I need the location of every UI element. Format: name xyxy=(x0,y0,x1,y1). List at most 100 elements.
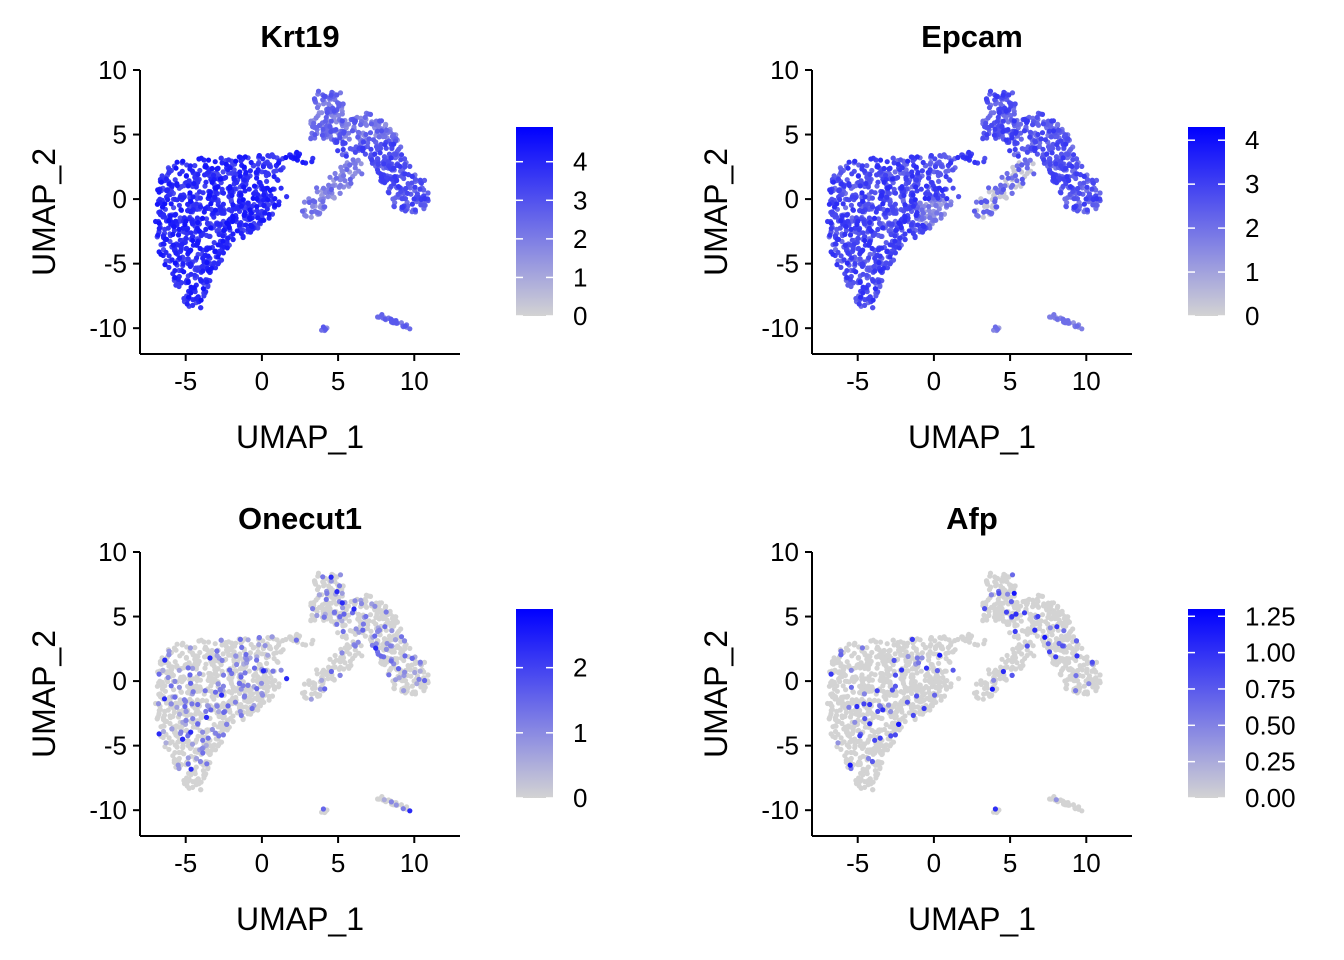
y-tick-label: -10 xyxy=(89,313,127,343)
cell-point xyxy=(1018,136,1024,142)
cell-point xyxy=(986,185,992,191)
cell-point xyxy=(199,746,205,752)
cell-point xyxy=(283,154,289,161)
cell-point xyxy=(355,134,361,140)
cell-point xyxy=(883,214,889,220)
cell-point xyxy=(358,601,365,607)
cell-point xyxy=(204,761,210,767)
y-tick-label: 5 xyxy=(113,120,127,150)
cell-point xyxy=(860,271,866,277)
cell-point xyxy=(881,165,887,172)
cell-point xyxy=(845,165,851,171)
y-tick-label: 0 xyxy=(113,184,127,214)
cell-point xyxy=(861,219,867,225)
cell-point xyxy=(156,225,162,232)
cell-point xyxy=(875,226,881,232)
cell-point xyxy=(869,189,875,195)
cell-point xyxy=(176,226,182,232)
cell-point xyxy=(238,203,244,209)
cell-point xyxy=(220,201,226,207)
cell-point xyxy=(233,653,239,659)
cell-point xyxy=(316,122,323,128)
cell-point xyxy=(328,574,334,580)
cell-point xyxy=(382,316,388,322)
cell-point xyxy=(269,693,275,699)
cell-point xyxy=(1027,129,1034,135)
cell-point xyxy=(1063,165,1069,171)
cell-point xyxy=(862,194,868,200)
cell-point xyxy=(383,127,389,133)
cell-point xyxy=(198,278,204,284)
cell-point xyxy=(358,122,364,128)
cell-point xyxy=(212,641,218,647)
cell-point xyxy=(858,249,864,255)
cell-point xyxy=(909,173,915,179)
cell-point xyxy=(173,647,179,653)
cell-point xyxy=(382,123,389,129)
legend-tick-label: 2 xyxy=(573,224,587,254)
cell-point xyxy=(871,215,878,221)
cell-point xyxy=(1081,201,1087,207)
cell-point xyxy=(161,712,168,718)
cell-point xyxy=(346,618,352,624)
cell-point xyxy=(355,157,361,163)
y-tick-label: 10 xyxy=(98,55,127,85)
cell-point xyxy=(205,157,212,163)
cell-point xyxy=(158,251,164,257)
cell-point xyxy=(246,668,252,674)
y-tick-label: 5 xyxy=(785,120,799,150)
cell-point xyxy=(159,686,166,692)
cell-point xyxy=(180,743,186,749)
cell-point xyxy=(901,192,907,199)
cell-point xyxy=(156,220,162,226)
cell-point xyxy=(418,180,424,186)
cell-point xyxy=(1004,170,1010,177)
cell-point xyxy=(247,207,253,213)
cell-point xyxy=(301,681,308,687)
cell-point xyxy=(167,715,174,721)
cell-point xyxy=(363,131,369,138)
cell-point xyxy=(173,165,179,171)
cell-point xyxy=(914,154,920,160)
cell-point xyxy=(870,278,876,284)
cell-point xyxy=(857,279,863,285)
cell-point xyxy=(182,221,188,228)
x-tick-label: -5 xyxy=(174,848,197,878)
cell-point xyxy=(341,129,347,135)
cell-point xyxy=(407,808,413,814)
cell-point xyxy=(360,621,366,627)
cell-point xyxy=(185,755,191,761)
cell-point xyxy=(172,742,178,748)
cell-point xyxy=(230,718,236,725)
cell-point xyxy=(978,199,984,205)
cell-point xyxy=(1079,326,1085,332)
cell-point xyxy=(217,687,223,693)
cell-point xyxy=(370,137,377,143)
cell-point xyxy=(947,177,953,183)
cell-point xyxy=(260,186,267,192)
x-tick-label: 0 xyxy=(255,848,269,878)
cell-point xyxy=(220,672,227,678)
cell-point xyxy=(218,155,224,161)
cell-point xyxy=(328,129,334,135)
cell-point xyxy=(169,257,175,263)
cell-point xyxy=(237,655,243,661)
panel-title: Epcam xyxy=(921,19,1023,54)
cell-point xyxy=(276,684,282,690)
cell-point xyxy=(260,217,266,223)
cell-point xyxy=(246,186,252,192)
cell-point xyxy=(362,151,368,157)
panel-title: Afp xyxy=(946,501,998,536)
cell-point xyxy=(417,668,423,674)
cell-point xyxy=(220,700,226,706)
cell-point xyxy=(215,666,221,672)
cell-point xyxy=(244,656,250,663)
cell-point xyxy=(219,692,225,698)
cell-point xyxy=(1074,323,1080,329)
cell-point xyxy=(398,634,405,640)
cell-point xyxy=(974,212,980,218)
cell-point xyxy=(188,290,194,296)
cell-point xyxy=(324,590,330,596)
cell-point xyxy=(1039,130,1046,136)
cell-point xyxy=(268,192,274,199)
